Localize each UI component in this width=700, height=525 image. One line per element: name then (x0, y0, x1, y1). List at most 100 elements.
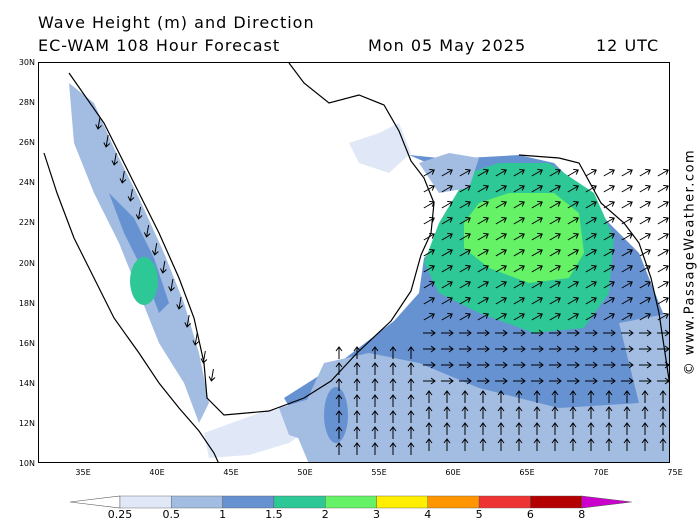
wave-direction-arrow (495, 264, 507, 273)
wave-direction-arrow (621, 216, 633, 225)
wave-direction-arrow (567, 248, 579, 257)
wave-direction-arrow (423, 232, 435, 241)
wave-direction-arrow (603, 232, 615, 241)
gulf-of-aden-wave-band-2 (279, 393, 339, 443)
wave-direction-arrow (423, 329, 436, 337)
wave-direction-arrow (407, 394, 415, 407)
wave-direction-arrow (585, 184, 597, 193)
wave-direction-arrow (389, 410, 397, 423)
wave-direction-arrow (567, 168, 579, 177)
colorbar-segment (119, 495, 172, 509)
arabian-peninsula-coastline (68, 63, 435, 416)
wave-direction-arrow (603, 296, 615, 305)
wave-direction-arrow (423, 200, 435, 209)
wave-direction-arrow (176, 297, 183, 310)
wave-direction-arrow (657, 296, 669, 305)
credit-text: © www.PassageWeather.com (682, 148, 698, 376)
wave-direction-arrow (659, 438, 667, 451)
wave-direction-arrow (657, 377, 669, 385)
wave-direction-arrow (441, 361, 454, 369)
wave-direction-arrow (495, 280, 507, 289)
wave-direction-arrow (389, 426, 397, 439)
wave-direction-arrow (192, 333, 200, 346)
wave-direction-arrow (585, 216, 597, 225)
wave-direction-arrow (441, 216, 453, 225)
wave-direction-arrow (353, 426, 361, 439)
colorbar-segment (478, 495, 531, 509)
wave-direction-arrow (567, 184, 579, 193)
wave-direction-arrow (208, 369, 216, 382)
gulf-wave-band-0.5-1 (419, 153, 479, 193)
wave-direction-arrow (603, 264, 615, 273)
wave-direction-arrow (531, 312, 543, 321)
wave-direction-arrow (585, 280, 597, 289)
wave-direction-arrow (621, 264, 633, 273)
colorbar-tick-label: 0.25 (107, 508, 133, 521)
wave-direction-arrow (515, 390, 523, 403)
wave-direction-arrow (441, 312, 453, 321)
wave-direction-arrow (551, 406, 559, 419)
wave-direction-arrow (425, 438, 433, 451)
wave-direction-arrow (531, 248, 543, 257)
colorbar-segment (222, 495, 275, 509)
wave-direction-arrow (441, 377, 454, 385)
wave-direction-arrow (441, 232, 453, 241)
wave-direction-arrow (513, 345, 526, 353)
wave-direction-arrow (459, 377, 472, 385)
wave-direction-arrow (549, 296, 561, 305)
colorbar-tick-label: 8 (578, 508, 586, 521)
wave-direction-arrow (441, 200, 453, 209)
wave-direction-arrow (567, 216, 579, 225)
wave-direction-arrow (623, 438, 631, 451)
wave-direction-arrow (603, 184, 615, 193)
wave-direction-arrow (585, 377, 598, 385)
wave-direction-arrow (95, 117, 102, 130)
wave-direction-arrow (585, 312, 597, 321)
wave-direction-arrow (353, 442, 361, 455)
wave-direction-arrow (533, 390, 541, 403)
wave-direction-arrow (335, 394, 343, 407)
wave-direction-arrow (531, 361, 544, 369)
wave-direction-arrow (477, 280, 489, 289)
wave-direction-arrow (585, 264, 597, 273)
wave-direction-arrow (477, 216, 489, 225)
wave-direction-arrow (513, 329, 526, 337)
wave-direction-arrow (549, 280, 561, 289)
colorbar-min-triangle (69, 495, 121, 509)
wave-direction-arrow (603, 377, 616, 385)
wave-direction-arrow (639, 312, 651, 321)
wave-direction-arrows (95, 117, 669, 455)
colorbar-tick-label: 0.5 (162, 508, 181, 521)
lon-label: 40E (149, 468, 165, 477)
lat-label: 16N (18, 338, 35, 348)
wave-direction-arrow (335, 410, 343, 423)
wave-direction-arrow (549, 312, 561, 321)
wave-direction-arrow (603, 216, 615, 225)
wave-direction-arrow (423, 361, 436, 369)
wave-direction-arrow (585, 168, 597, 177)
wave-direction-arrow (639, 200, 651, 209)
wave-direction-arrow (459, 232, 471, 241)
wave-direction-arrow (441, 248, 453, 257)
wave-direction-arrow (569, 406, 577, 419)
wave-direction-arrow (513, 361, 526, 369)
wave-direction-arrow (549, 248, 561, 257)
wave-direction-arrow (459, 200, 471, 209)
wave-direction-arrow (533, 406, 541, 419)
wave-direction-arrow (531, 232, 543, 241)
wave-direction-arrow (641, 390, 649, 403)
wave-direction-arrow (335, 378, 343, 391)
wave-direction-arrow (495, 168, 507, 177)
wave-direction-arrow (461, 422, 469, 435)
map-title: Wave Height (m) and Direction (38, 13, 315, 32)
wave-direction-arrow (621, 184, 633, 193)
wave-height-map[interactable] (38, 62, 670, 463)
wave-direction-arrow (477, 361, 490, 369)
wave-direction-arrow (567, 296, 579, 305)
wave-direction-arrow (513, 377, 526, 385)
wave-direction-arrow (551, 438, 559, 451)
wave-direction-arrow (603, 168, 615, 177)
wave-direction-arrow (423, 168, 435, 177)
wave-direction-arrow (425, 406, 433, 419)
wave-direction-arrow (443, 406, 451, 419)
